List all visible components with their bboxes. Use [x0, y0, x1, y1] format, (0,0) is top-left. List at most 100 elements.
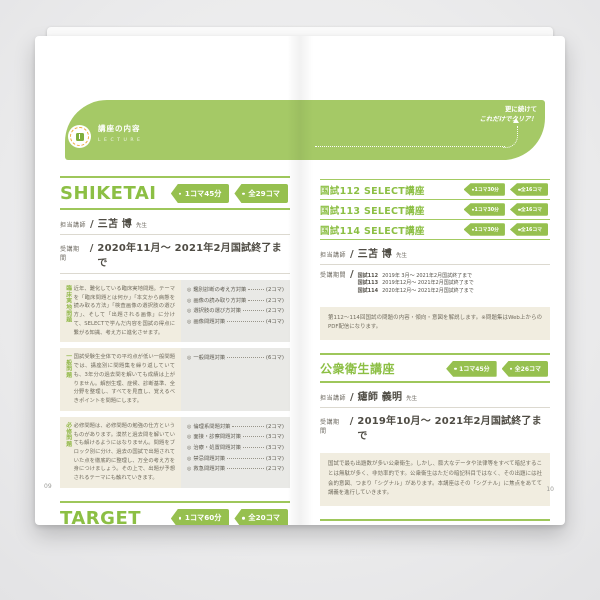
badge-group: 1コマ30分 全16コマ — [463, 223, 548, 236]
block-label: 必修問題 — [64, 421, 71, 448]
item-name: 倫理系問題対策 — [193, 423, 231, 430]
item-count: (2コマ) — [265, 308, 284, 315]
header-callout: 更に続けて これだけでクリア！ — [479, 105, 537, 125]
badge-lesson-length: 1コマ45分 — [170, 184, 230, 203]
divider — [320, 406, 550, 408]
period-row: 受講期間 / 2020年11月～ 2021年2月国試終了まで — [60, 235, 290, 274]
period-value: 2019年10月～ 2021年2月国試終了まで — [357, 416, 542, 443]
period-value: 2020年11月～ 2021年2月国試終了まで — [97, 243, 282, 269]
block-text: 近年、難化している臨床実地問題。テーマを「臨床問題とは何か」「本文から病態を読み… — [73, 286, 175, 336]
target-header: TARGET 1コマ60分 全20コマ — [60, 503, 290, 525]
badge-lesson-length: 1コマ30分 — [463, 223, 505, 236]
period-line: 国試113 2019年12月～ 2021年2月国試終了まで — [358, 280, 474, 287]
public-health-section: 公衆衛生講座 1コマ45分 全26コマ 担当講師 / 瘧師 義明 先生 受講期間… — [320, 353, 550, 507]
badge-group: 1コマ45分 全26コマ — [446, 360, 548, 377]
content-block-clinical: 臨床実地問題 近年、難化している臨床実地問題。テーマを「臨床問題とは何か」「本文… — [60, 280, 290, 343]
item-count: (6コマ) — [265, 355, 284, 362]
block-main: 必修問題 必修問題は、必修問題の勉強の仕方というものがあります。漠然と過去問を解… — [60, 416, 181, 488]
item-count: (3コマ) — [265, 434, 284, 441]
item-name: 救急問題対策 — [193, 466, 226, 473]
item-name: 鑑別診断の考え方対策 — [193, 287, 247, 293]
item-count: (2コマ) — [265, 466, 284, 473]
divider — [60, 176, 290, 178]
callout-line1: 更に続けて — [505, 105, 537, 113]
divider — [60, 208, 290, 210]
dotted-leader — [227, 320, 264, 322]
instructor-row: 担当講師 / 瘧師 義明 先生 — [320, 383, 550, 407]
pathophysiology-section: 病態生理講座 1コマ45分 全45コマ 担当講師 / 瘧師 義明 先生 受講期間… — [320, 519, 550, 525]
bullet-icon: ◎ — [187, 423, 192, 430]
select-note: 第112～114回国試の問題の内容・傾向・意図を解説します。※問題集はWeb上か… — [320, 306, 550, 341]
period-label: 受講期間 — [320, 272, 347, 279]
item-name: 一般問題対策 — [193, 355, 226, 362]
honorific: 先生 — [406, 395, 418, 402]
course-title-public-health: 公衆衛生講座 — [320, 362, 396, 377]
bullet-icon: ◎ — [187, 308, 192, 315]
period-line: 国試112 2019年 3月～ 2021年2月国試終了まで — [358, 273, 474, 280]
block-label: 一般問題 — [64, 353, 71, 379]
dotted-leader — [248, 299, 264, 301]
list-item: ◎ 画像の読み取り方対策 (2コマ) — [187, 296, 284, 304]
divider — [60, 273, 290, 274]
instructor-row: 担当講師 / 三苫 博 先生 — [60, 210, 290, 234]
item-count: (2コマ) — [265, 287, 284, 293]
badge-lesson-length: 1コマ60分 — [170, 508, 230, 525]
divider — [320, 519, 550, 522]
slash: / — [350, 391, 354, 403]
dotted-guide-curve — [503, 126, 518, 148]
header-text: 講座の内容 LECTURE — [98, 123, 143, 143]
badge-group: 1コマ60分 全20コマ — [170, 508, 288, 525]
list-item: ◎ 一般問題対策 (6コマ) — [187, 353, 284, 361]
public-health-header: 公衆衛生講座 1コマ45分 全26コマ — [320, 355, 550, 381]
course-title-target: TARGET — [60, 507, 142, 525]
badge-lesson-length: 1コマ30分 — [463, 203, 505, 216]
bullet-icon: ◎ — [187, 287, 192, 293]
badge-group: 1コマ45分 全29コマ — [170, 184, 288, 203]
bullet-icon: ◎ — [187, 455, 192, 462]
dotted-leader — [227, 357, 264, 359]
booklet-spread: 講座の内容 LECTURE 更に続けて これだけでクリア！ SHIKETAI 1… — [35, 36, 565, 525]
item-name: 面接・診察問題対策 — [193, 434, 242, 441]
instructor-name: 瘧師 義明 — [357, 391, 403, 403]
dotted-leader — [248, 289, 264, 290]
badge-lesson-length: 1コマ30分 — [463, 183, 505, 196]
badge-group: 1コマ30分 全16コマ — [463, 183, 548, 196]
divider — [320, 263, 550, 265]
list-item: ◎ 選択肢の選び方対策 (2コマ) — [187, 306, 284, 314]
course-title-shiketai: SHIKETAI — [60, 183, 157, 204]
instructor-name: 三苫 博 — [357, 248, 392, 260]
book-glyph — [75, 132, 84, 141]
honorific: 先生 — [395, 252, 407, 259]
divider — [320, 381, 550, 384]
list-item: ◎ 禁忌問題対策 (3コマ) — [187, 454, 284, 462]
period-row: 受講期間 / 2019年10月～ 2021年2月国試終了まで — [320, 408, 550, 447]
block-text: 国試受験生全体での平均点が低い一般問題では、講座別に問題集を繰り返していても、3… — [73, 354, 175, 405]
bullet-icon: ◎ — [187, 434, 192, 441]
badge-lesson-total: 全29コマ — [234, 184, 288, 203]
divider — [320, 239, 550, 240]
dotted-leader — [227, 457, 264, 459]
list-item: ◎ 倫理系問題対策 (2コマ) — [187, 422, 284, 430]
item-count: (3コマ) — [265, 455, 284, 462]
period-course: 国試112 — [357, 273, 379, 279]
callout-line2: これだけでクリア！ — [479, 114, 537, 123]
course-title-select114: 国試114 SELECT講座 — [320, 225, 425, 237]
page-number-right: 10 — [546, 486, 554, 493]
block-main: 一般問題 国試受験生全体での平均点が低い一般問題では、講座別に問題集を繰り返して… — [60, 348, 181, 411]
item-count: (2コマ) — [265, 297, 284, 304]
page-number-left: 09 — [44, 483, 52, 490]
select-course-row: 国試114 SELECT講座 1コマ30分 全16コマ — [320, 220, 550, 239]
badge-lesson-total: 全26コマ — [501, 360, 548, 377]
course-title-select112: 国試112 SELECT講座 — [320, 185, 425, 197]
dotted-leader — [243, 310, 264, 312]
public-health-description: 国試で最も出題数が多い公衆衛生。しかし、膨大なデータや法律等をすべて暗記すること… — [320, 453, 550, 507]
bullet-icon: ◎ — [187, 445, 192, 451]
target-section: TARGET 1コマ60分 全20コマ 担当講師 / 三苫 博 先生 受講期間 … — [60, 500, 290, 525]
instructor-row: 担当講師 / 三苫 博 先生 — [320, 240, 550, 264]
dotted-guide-line — [315, 146, 505, 147]
badge-group: 1コマ30分 全16コマ — [463, 203, 548, 216]
period-value: 2020年12月～ 2021年2月国試終了まで — [382, 287, 474, 294]
block-list: ◎ 倫理系問題対策 (2コマ) ◎ 面接・診察問題対策 (3コマ) ◎ 治療・処置問題対策… — [181, 416, 290, 488]
item-count: (3コマ) — [265, 445, 284, 451]
